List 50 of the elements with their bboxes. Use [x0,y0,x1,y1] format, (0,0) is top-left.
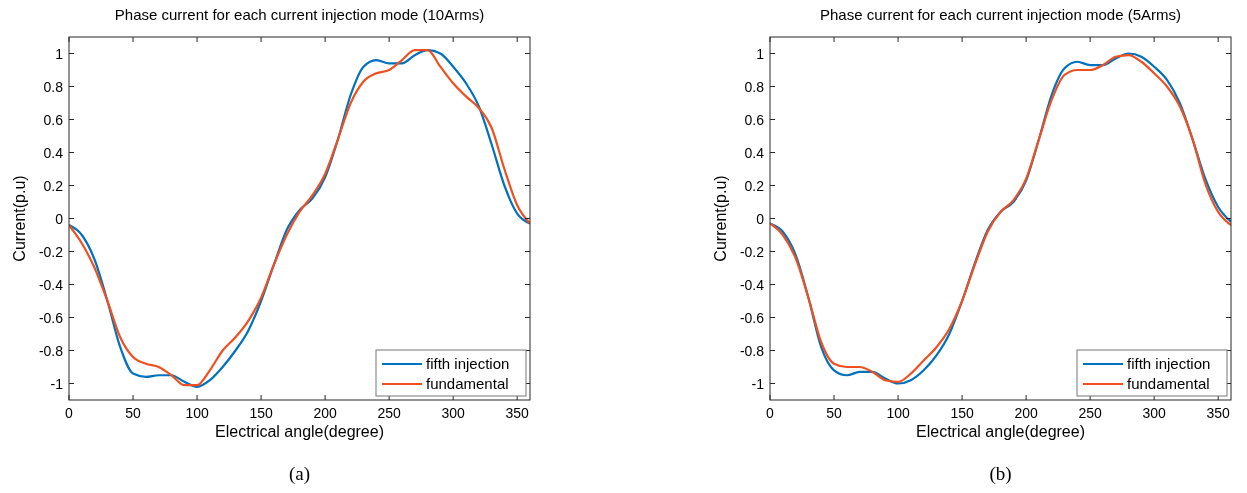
y-axis-title: Current(p.u) [712,175,729,262]
x-axis-title: Electrical angle(degree) [916,423,1085,440]
y-tick-label: -0.4 [739,276,765,293]
x-tick-label: 150 [950,405,974,421]
y-tick-label: 0.6 [744,111,765,128]
x-tick-label: 250 [1078,405,1103,421]
x-tick-label: 200 [1014,405,1038,421]
x-tick-label: 100 [185,405,209,421]
y-tick-label: -1 [751,375,765,392]
x-tick-label: 350 [505,405,530,421]
y-tick-label: 1 [55,45,64,62]
x-tick-label: 50 [826,405,843,421]
chart-title: Phase current for each current injection mode (10Arms) [114,6,485,23]
text: (b) [989,463,1012,485]
x-axis-title: Electrical angle(degree) [215,423,384,440]
legend-label: fundamental [1127,375,1210,392]
x-tick-label: 150 [249,405,273,421]
y-tick-label: -0.8 [38,342,64,359]
y-tick-label: -0.4 [38,276,64,293]
y-tick-label: 0.8 [43,78,64,95]
x-tick-label: 0 [65,405,74,421]
legend-label: fifth injection [426,355,510,372]
y-tick-label: 0 [55,210,64,227]
text: (a) [288,463,311,485]
x-tick-label: 0 [766,405,775,421]
x-tick-label: 300 [1142,405,1167,421]
x-tick-label: 250 [377,405,402,421]
x-tick-label: 50 [125,405,142,421]
y-tick-label: 0 [756,210,765,227]
legend-label: fifth injection [1127,355,1211,372]
x-tick-label: 100 [886,405,910,421]
y-tick-label: 0.8 [744,78,765,95]
y-tick-label: 0.6 [43,111,64,128]
y-tick-label: 1 [756,45,765,62]
y-tick-label: -0.2 [739,243,765,260]
y-tick-label: 0.2 [43,177,64,194]
y-tick-label: -0.6 [739,309,765,326]
y-tick-label: 0.2 [744,177,765,194]
x-tick-label: 200 [313,405,337,421]
legend-label: fundamental [426,375,509,392]
y-tick-label: -0.2 [38,243,64,260]
y-axis-title: Current(p.u) [11,175,28,262]
x-tick-label: 300 [441,405,466,421]
y-tick-label: 0.4 [744,144,765,161]
chart-title: Phase current for each current injection mode (5Arms) [820,6,1181,23]
x-tick-label: 350 [1206,405,1231,421]
y-tick-label: -1 [50,375,64,392]
y-tick-label: -0.6 [38,309,64,326]
y-tick-label: -0.8 [739,342,765,359]
y-tick-label: 0.4 [43,144,64,161]
